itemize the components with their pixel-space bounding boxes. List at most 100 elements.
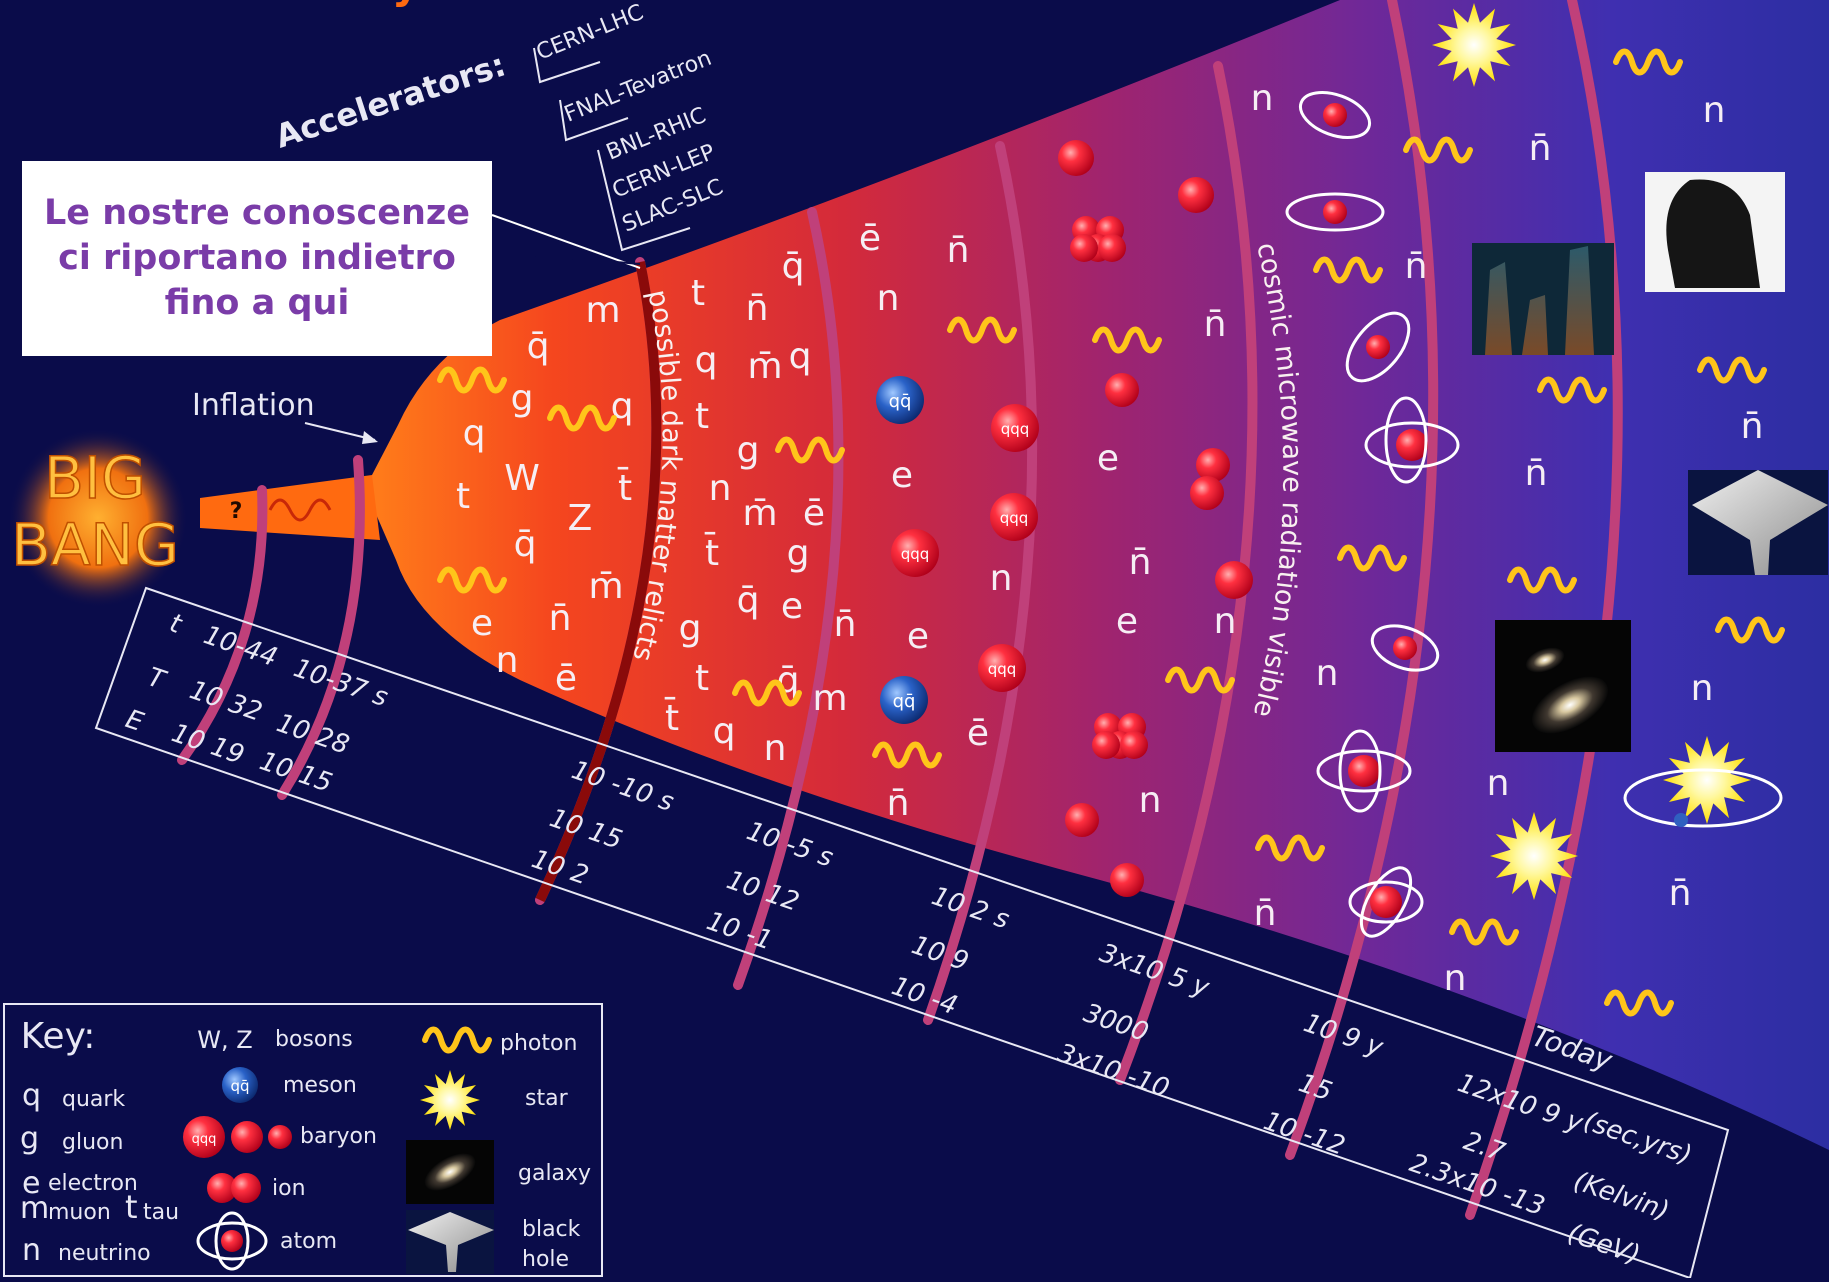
particle-quark: q — [463, 413, 486, 454]
key-title: Key: — [21, 1016, 96, 1057]
black-hole-icon — [408, 1212, 494, 1272]
particle-antitau: t̄ — [664, 696, 679, 739]
key-symbol: m — [20, 1191, 49, 1226]
particle-positron: ē — [967, 713, 989, 754]
key-label: electron — [48, 1171, 138, 1196]
callout-pointer — [491, 214, 641, 269]
key-label: photon — [500, 1031, 577, 1056]
key-label: meson — [283, 1073, 357, 1098]
meson-icon-label: qq̄ — [230, 1077, 249, 1095]
key-symbol: W, Z — [197, 1026, 252, 1054]
boundary-7 — [1285, 0, 1439, 1160]
particle-antiquark: q̄ — [514, 524, 537, 565]
particle-neutrino: n — [1251, 78, 1274, 119]
baryon-label: qqq — [901, 545, 930, 563]
key-label: gluon — [62, 1130, 123, 1155]
atom-icon — [221, 1230, 243, 1252]
particle-electron: e — [781, 586, 803, 627]
particle-antitau: t̄ — [617, 466, 632, 509]
key-label: baryon — [300, 1124, 377, 1149]
particle-antineutrino: n̄ — [1405, 246, 1428, 287]
particle-tau: t — [456, 476, 470, 517]
particle-quark: q — [695, 340, 718, 381]
big-bang-line1: BIG — [44, 444, 146, 512]
key-symbol: q — [22, 1078, 41, 1113]
particle-antineutrino: n̄ — [947, 230, 970, 271]
boundary-4 — [733, 207, 844, 990]
star-icon — [1663, 736, 1751, 824]
particle-neutrino: n — [1691, 668, 1714, 709]
key-symbol: t — [125, 1188, 138, 1226]
particle-electron: e — [1116, 601, 1138, 642]
particle-antineutrino: n̄ — [1669, 873, 1692, 914]
particle-tau: t — [695, 658, 709, 699]
particle-muon: m — [812, 678, 847, 719]
particle-gluon: g — [787, 533, 810, 574]
baryon-icon — [1058, 140, 1094, 176]
atom-icon — [1366, 335, 1390, 359]
inflation-photon — [268, 498, 332, 522]
particle-antineutrino: n̄ — [834, 604, 857, 645]
particle-electron: e — [891, 455, 913, 496]
inflation-label: Inflation — [192, 388, 315, 423]
particle-neutrino: n — [877, 278, 900, 319]
particle-antiquark: q̄ — [737, 580, 760, 621]
big-bang-question: ? — [230, 499, 243, 524]
key-frame — [3, 1003, 603, 1277]
nucleus-icon — [1120, 731, 1148, 759]
particle-tau: t — [691, 273, 705, 314]
baryon-icon — [1105, 373, 1139, 407]
key-label: bosons — [275, 1027, 353, 1052]
particle-z: Z — [568, 498, 593, 539]
baryon-icon — [231, 1121, 263, 1153]
boundary-8 — [1465, 0, 1623, 1220]
atom-orbit — [1359, 866, 1413, 938]
baryon-icon — [991, 404, 1039, 452]
title-fragment: y — [392, 0, 419, 8]
inflation-arrowhead — [362, 431, 378, 444]
key-label: hole — [522, 1247, 569, 1272]
key-label: neutrino — [58, 1241, 151, 1266]
particle-quark: q — [713, 711, 736, 752]
particles-layer: mq̄t n̄q̄m̄q qg q tqW t̄ ntZ m̄ ēq̄ t̄ ggm̄ q̄ ee n̄ n… — [268, 3, 1828, 1130]
atom-orbit — [1384, 396, 1428, 484]
particle-neutrino: n — [1444, 958, 1467, 999]
particle-neutrino: n — [496, 640, 519, 681]
atom-icon — [1323, 200, 1347, 224]
baryon-icon — [1215, 561, 1253, 599]
galaxy-icon — [424, 1153, 476, 1191]
key-symbol: n — [22, 1233, 41, 1268]
atom-orbit — [1338, 729, 1382, 813]
atom-orbit — [1298, 91, 1372, 139]
particle-electron: e — [907, 616, 929, 657]
particle-antineutrino: n̄ — [549, 598, 572, 639]
universe-cone — [372, 0, 1829, 1150]
particle-tau: t — [695, 396, 709, 437]
particle-positron: ē — [555, 658, 577, 699]
baryon-icon — [183, 1116, 225, 1158]
particle-quark: q — [789, 336, 812, 377]
baryon-label: qqq — [988, 660, 1017, 678]
meson-icon — [876, 376, 924, 424]
big-bang-glow — [8, 428, 188, 608]
meson-icon — [222, 1067, 258, 1103]
key-symbol: g — [20, 1121, 39, 1156]
baryon-label: qqq — [1001, 420, 1030, 438]
baryon-icon — [891, 529, 939, 577]
baryon-icon — [978, 644, 1026, 692]
key-label: ion — [272, 1176, 306, 1201]
ion-icon — [207, 1173, 237, 1203]
particle-muon: m — [585, 290, 620, 331]
key-label: galaxy — [518, 1161, 591, 1186]
baryon-icon-label: qqq — [192, 1132, 217, 1147]
boundary-2 — [277, 455, 365, 800]
nucleus-icon — [1070, 234, 1098, 262]
big-bang-line2: BANG — [11, 511, 179, 579]
atom-icon — [1323, 103, 1347, 127]
nucleus-icon — [1092, 731, 1120, 759]
galaxy-shape — [1525, 647, 1565, 673]
particle-antitau: t̄ — [704, 531, 719, 574]
galaxy-shape — [1532, 676, 1608, 734]
planet-orbit — [1623, 768, 1783, 828]
